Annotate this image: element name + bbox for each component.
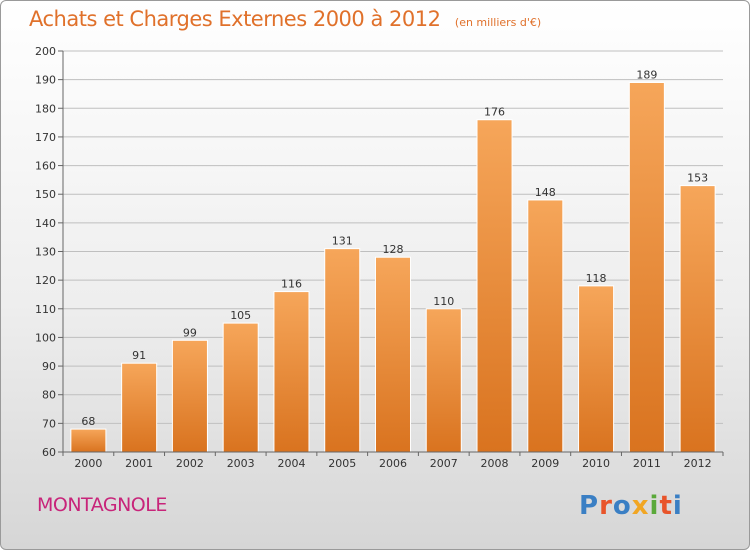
- y-tick-label: 110: [35, 303, 56, 316]
- proxiti-logo: Proxiti: [579, 491, 683, 521]
- value-label-2005: 131: [332, 235, 353, 248]
- chart-title: Achats et Charges Externes 2000 à 2012: [29, 7, 441, 31]
- x-tick-label-2005: 2005: [328, 457, 356, 470]
- y-tick-label: 200: [35, 45, 56, 58]
- bar-2010: [578, 285, 615, 453]
- x-tick-label-2003: 2003: [227, 457, 255, 470]
- bar-2003: [222, 322, 259, 453]
- bar-2007: [425, 308, 462, 453]
- bar-2004: [273, 291, 310, 453]
- y-tick-label: 90: [42, 360, 56, 373]
- value-label-2011: 189: [636, 69, 657, 82]
- bar-2011: [628, 82, 665, 453]
- value-label-2007: 110: [433, 295, 454, 308]
- y-tick-label: 130: [35, 246, 56, 259]
- value-label-2012: 153: [687, 172, 708, 185]
- bar-2001: [121, 362, 158, 453]
- value-label-2008: 176: [484, 106, 505, 119]
- value-label-2010: 118: [586, 272, 607, 285]
- y-axis-ticks: 60 70 80 90 100 110 120 130 140 150 160 170 180 190 20…: [35, 45, 63, 459]
- x-tick-label-2011: 2011: [633, 457, 661, 470]
- y-tick-label: 170: [35, 131, 56, 144]
- bar-2000: [70, 428, 107, 453]
- x-tick-label-2000: 2000: [74, 457, 102, 470]
- y-tick-label: 140: [35, 217, 56, 230]
- x-tick-label-2006: 2006: [379, 457, 407, 470]
- title-line: Achats et Charges Externes 2000 à 2012 (…: [29, 7, 541, 31]
- y-tick-label: 190: [35, 74, 56, 87]
- value-labels: 68 91 99 105 116 131 128 110 176 148 118 189 153: [81, 69, 708, 429]
- bar-2009: [527, 199, 564, 453]
- x-tick-label-2012: 2012: [684, 457, 712, 470]
- value-label-2000: 68: [81, 415, 95, 428]
- commune-name: MONTAGNOLE: [37, 494, 167, 516]
- logo-letter: i: [649, 491, 660, 521]
- value-label-2002: 99: [183, 326, 197, 339]
- x-tick-label-2009: 2009: [531, 457, 559, 470]
- y-tick-label: 180: [35, 102, 56, 115]
- y-tick-label: 160: [35, 160, 56, 173]
- value-label-2003: 105: [230, 309, 251, 322]
- x-axis-ticks: 2000 2001 2002 2003 2004 2005 2006 2007 2008 2009…: [62, 452, 724, 470]
- bars: [70, 82, 716, 453]
- logo-letter: r: [599, 491, 613, 521]
- y-tick-label: 80: [42, 389, 56, 402]
- x-tick-label-2004: 2004: [277, 457, 305, 470]
- value-label-2001: 91: [132, 349, 146, 362]
- value-label-2009: 148: [535, 186, 556, 199]
- bar-2005: [324, 248, 361, 453]
- x-tick-label-2001: 2001: [125, 457, 153, 470]
- y-tick-label: 100: [35, 331, 56, 344]
- y-tick-label: 120: [35, 274, 56, 287]
- value-label-2006: 128: [383, 243, 404, 256]
- x-tick-label-2010: 2010: [582, 457, 610, 470]
- x-tick-label-2008: 2008: [481, 457, 509, 470]
- bar-2006: [374, 256, 412, 453]
- bar-2012: [679, 185, 716, 453]
- logo-letter: t: [659, 491, 673, 521]
- y-tick-label: 60: [42, 446, 56, 459]
- bar-2002: [171, 339, 208, 453]
- value-label-2004: 116: [281, 278, 302, 291]
- chart-subtitle: (en milliers d'€): [454, 16, 542, 29]
- logo-letter: P: [579, 491, 600, 521]
- logo-letter: o: [612, 491, 632, 521]
- x-tick-label-2007: 2007: [430, 457, 458, 470]
- x-tick-label-2002: 2002: [176, 457, 204, 470]
- logo-letter: x: [631, 491, 650, 521]
- logo-letter: i: [672, 491, 683, 521]
- bar-2008: [476, 119, 513, 453]
- y-tick-label: 150: [35, 188, 56, 201]
- y-tick-label: 70: [42, 417, 56, 430]
